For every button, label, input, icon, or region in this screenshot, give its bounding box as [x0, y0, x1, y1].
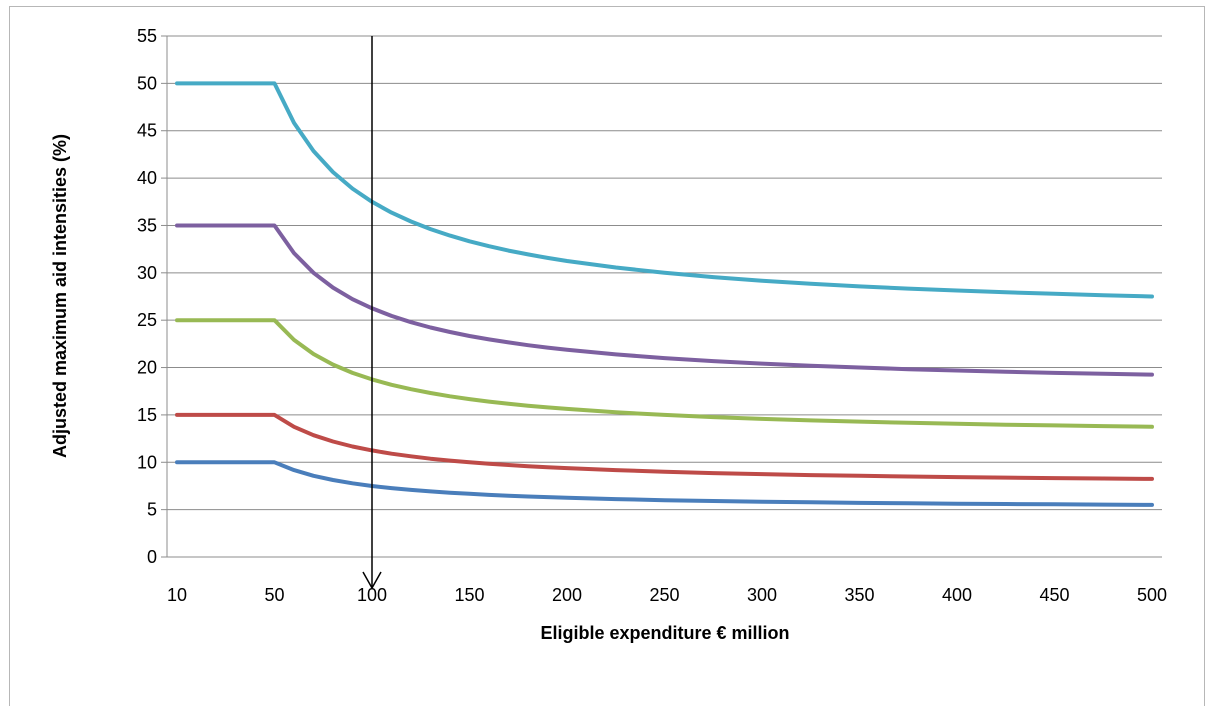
y-tick-label: 15: [137, 405, 157, 425]
x-tick-label: 250: [649, 585, 679, 605]
y-tick-label: 55: [137, 26, 157, 46]
x-tick-label: 10: [167, 585, 187, 605]
line-chart: 0 5 10 15 20 25 30 35 40 45 50 55 10 50 100 150 200 250 3…: [50, 26, 1167, 643]
y-tick-label: 45: [137, 121, 157, 141]
y-axis-title: Adjusted maximum aid intensities (%): [50, 134, 70, 458]
x-tick-label: 400: [942, 585, 972, 605]
x-tick-label: 100: [357, 585, 387, 605]
x-tick-label: 300: [747, 585, 777, 605]
y-tick-label: 20: [137, 358, 157, 378]
x-tick-label: 450: [1039, 585, 1069, 605]
y-tick-label: 40: [137, 168, 157, 188]
x-tick-label: 200: [552, 585, 582, 605]
y-tick-label: 35: [137, 215, 157, 235]
y-tick-label: 5: [147, 500, 157, 520]
x-tick-label: 350: [844, 585, 874, 605]
series-lines: [175, 81, 1154, 507]
y-tick-label: 25: [137, 310, 157, 330]
series-line-2: [175, 412, 1154, 481]
axes: [166, 36, 1162, 558]
series-line-1: [175, 460, 1154, 507]
y-tick-label: 30: [137, 263, 157, 283]
arrow-head: [362, 571, 382, 590]
x-tick-labels: 10 50 100 150 200 250 300 350 400 450 500: [167, 585, 1167, 605]
x-tick-label: 500: [1137, 585, 1167, 605]
y-tick-label: 10: [137, 452, 157, 472]
series-line-4: [175, 223, 1154, 377]
series-line-3: [175, 318, 1154, 429]
y-tick-labels: 0 5 10 15 20 25 30 35 40 45 50 55: [137, 26, 157, 567]
series-line-5: [175, 81, 1154, 299]
x-tick-label: 150: [454, 585, 484, 605]
y-tick-label: 0: [147, 547, 157, 567]
annotation-arrow: [362, 36, 382, 590]
x-tick-label: 50: [264, 585, 284, 605]
y-tick-label: 50: [137, 73, 157, 93]
chart-frame: [9, 6, 1205, 706]
x-axis-title: Eligible expenditure € million: [540, 623, 789, 643]
